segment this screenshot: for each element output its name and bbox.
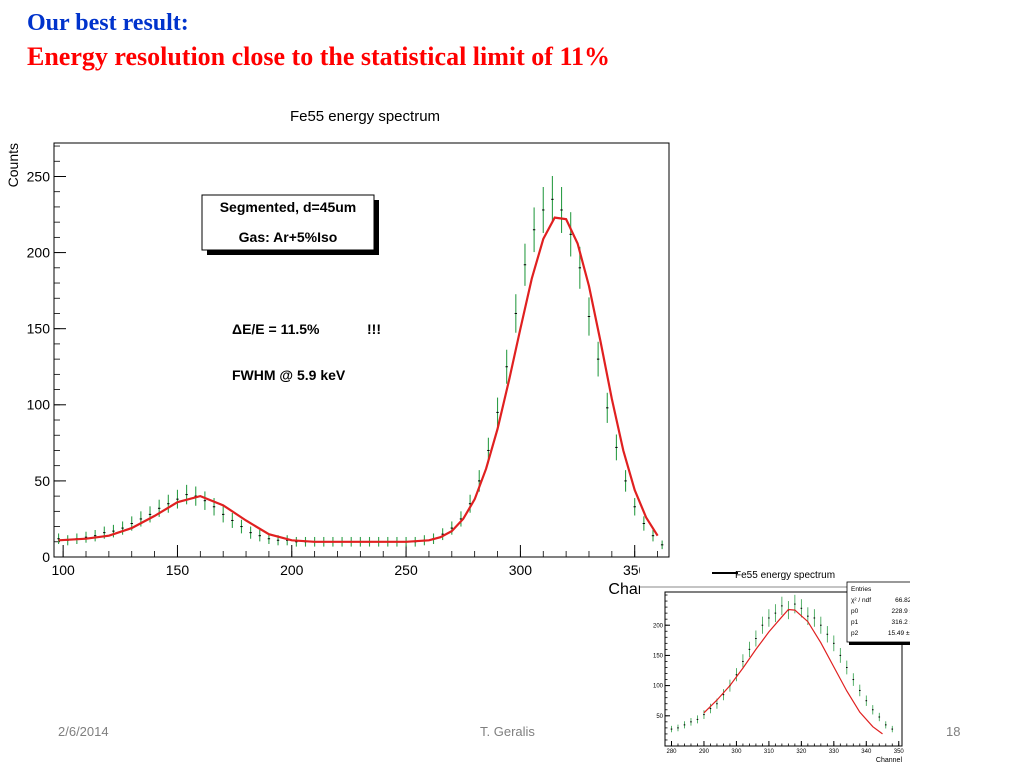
x-tick-label: 300 xyxy=(731,749,742,755)
y-tick-label: 200 xyxy=(653,623,664,629)
slide-title-line2: Energy resolution close to the statistic… xyxy=(27,42,611,71)
slide-title-line1: Our best result: xyxy=(27,10,189,36)
stats-row-value: 15.49 ± 0.23 xyxy=(888,630,910,637)
footer-date: 2/6/2014 xyxy=(58,724,109,739)
x-tick-label: 300 xyxy=(509,562,533,578)
inset-chart-xlabel: Channel xyxy=(876,757,903,764)
main-chart-title: Fe55 energy spectrum xyxy=(290,108,440,125)
y-tick-label: 250 xyxy=(27,168,51,184)
stats-row-name: χ² / ndf xyxy=(851,597,871,604)
main-chart-ylabel: Counts xyxy=(5,143,21,187)
y-tick-label: 150 xyxy=(653,654,664,660)
resolution-annotation: ΔE/E = 11.5% xyxy=(232,321,320,337)
y-tick-label: 50 xyxy=(34,473,50,489)
stats-row-name: p2 xyxy=(851,630,859,637)
y-tick-label: 200 xyxy=(27,244,51,260)
y-tick-label: 150 xyxy=(27,321,51,337)
x-tick-label: 350 xyxy=(894,749,905,755)
x-tick-label: 150 xyxy=(166,562,190,578)
x-tick-label: 250 xyxy=(394,562,418,578)
x-tick-label: 280 xyxy=(666,749,677,755)
main-chart-fit-curve xyxy=(58,216,659,543)
stats-row-value: 66.82 / 52 xyxy=(895,597,910,604)
x-tick-label: 290 xyxy=(699,749,710,755)
exclaim-annotation: !!! xyxy=(367,321,381,337)
x-tick-label: 340 xyxy=(861,749,872,755)
inset-fit-chart: Fe55 energy spectrum 280 290 300 310 320 330 3… xyxy=(640,565,910,765)
main-chart-frame xyxy=(53,142,670,558)
stats-row-value: 228.9 ± 3.4 xyxy=(892,608,910,615)
inset-chart-axes: 280 290 300 310 320 330 340 350 50 100 150 200 xyxy=(653,594,905,755)
footer-page-number: 18 xyxy=(946,724,961,739)
x-tick-label: 310 xyxy=(764,749,775,755)
stats-row-name: p1 xyxy=(851,619,859,626)
inset-chart-title: Fe55 energy spectrum xyxy=(735,570,835,581)
y-tick-label: 0 xyxy=(42,549,50,565)
inset-chart-frame xyxy=(664,591,903,747)
stats-box-bg xyxy=(846,581,910,643)
stats-row-name: Entries xyxy=(851,586,872,593)
inset-chart-fit-curve xyxy=(703,608,883,735)
label-box: Segmented, d=45um Gas: Ar+5%Iso xyxy=(201,194,379,255)
y-tick-label: 50 xyxy=(656,714,663,720)
x-tick-label: 100 xyxy=(51,562,75,578)
y-tick-label: 100 xyxy=(27,397,51,413)
x-tick-label: 320 xyxy=(796,749,807,755)
label-box-bg xyxy=(201,194,375,251)
x-tick-label: 330 xyxy=(829,749,840,755)
y-tick-label: 100 xyxy=(653,684,664,690)
stats-row-value: 316.2 ± 0.2 xyxy=(892,619,910,626)
label-box-line1: Segmented, d=45um xyxy=(220,199,357,215)
footer-author: T. Geralis xyxy=(480,724,535,739)
stats-row-name: p0 xyxy=(851,608,859,615)
label-box-line2: Gas: Ar+5%Iso xyxy=(239,229,338,245)
x-tick-label: 200 xyxy=(280,562,304,578)
fwhm-annotation: FWHM @ 5.9 keV xyxy=(232,367,346,383)
